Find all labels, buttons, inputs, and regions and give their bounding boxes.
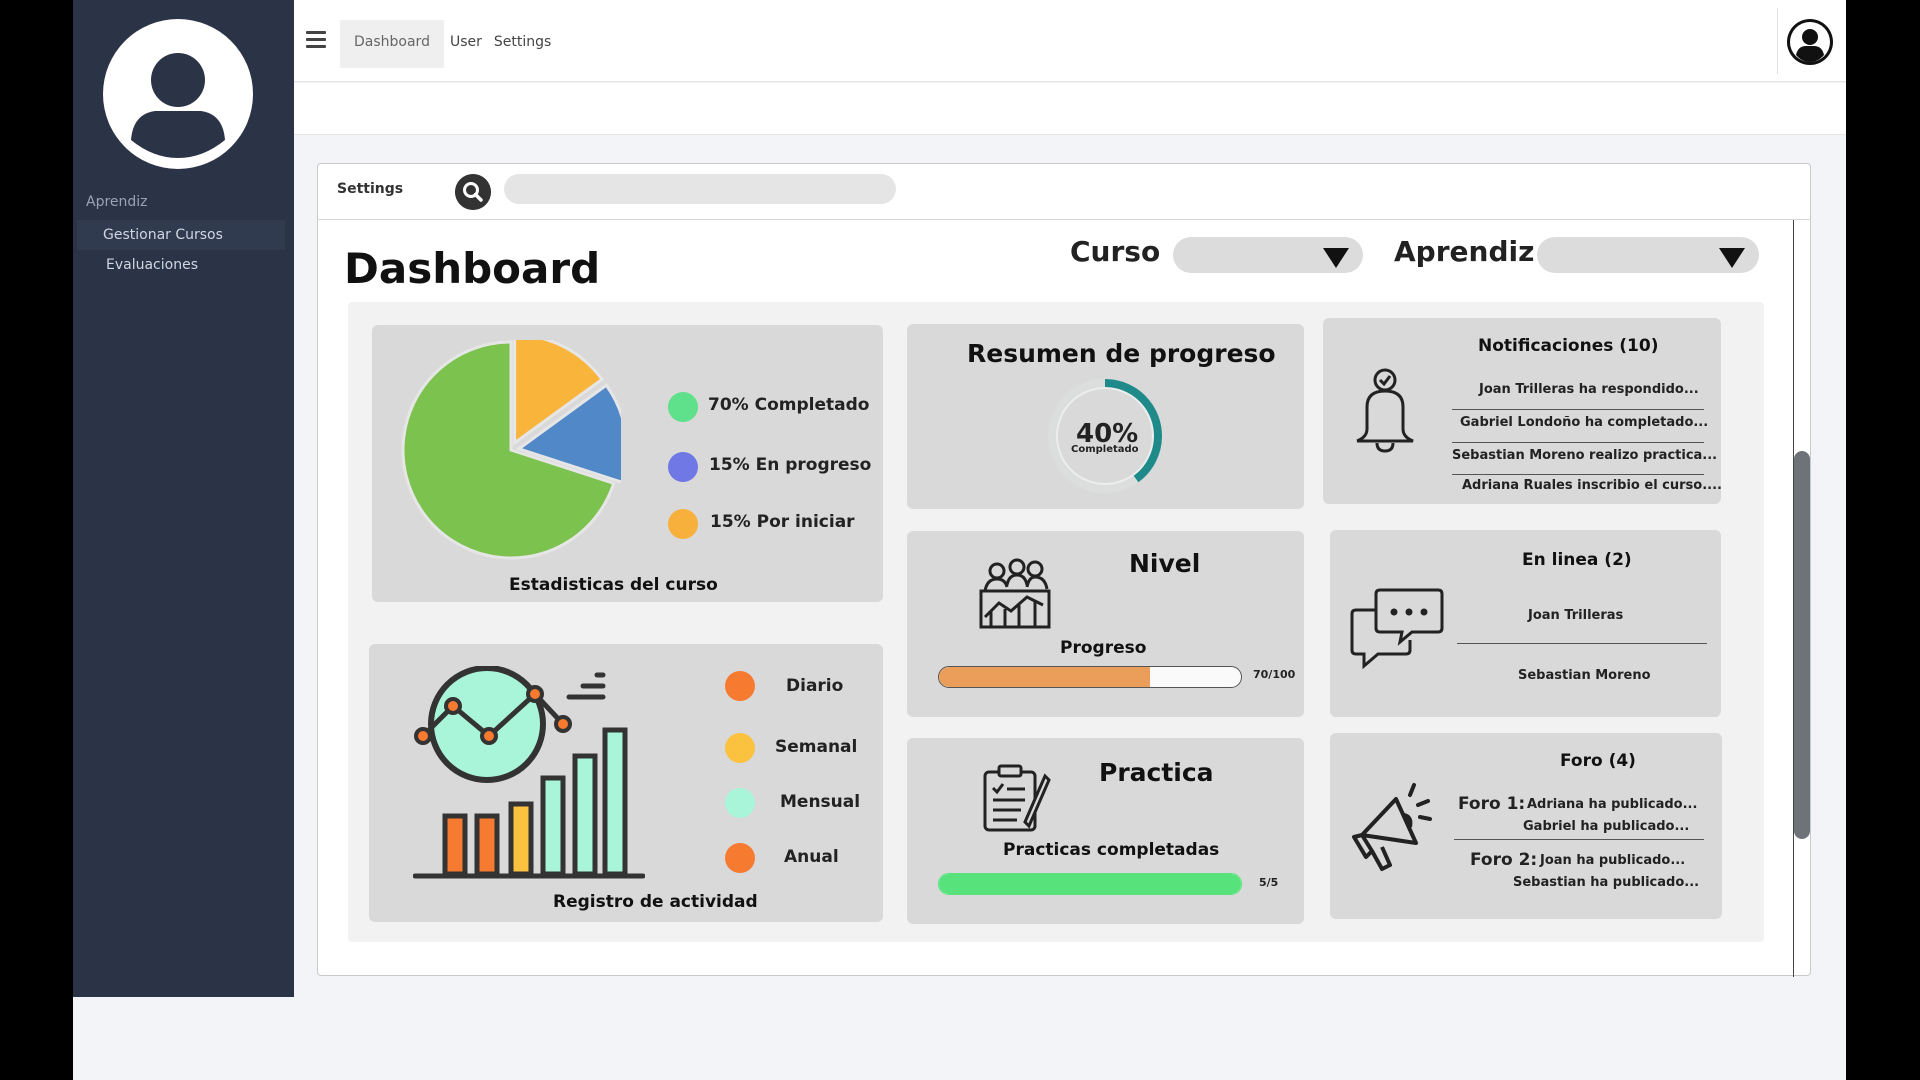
legend-dot-por-iniciar xyxy=(668,509,698,539)
notification-item-3[interactable]: Sebastian Moreno realizo practica... xyxy=(1452,448,1718,463)
notification-item-1[interactable]: Joan Trilleras ha respondido... xyxy=(1479,382,1699,397)
progress-summary-title: Resumen de progreso xyxy=(967,339,1276,368)
divider xyxy=(1777,8,1778,74)
panel-header-label: Settings xyxy=(337,181,404,197)
tab-settings[interactable]: Settings xyxy=(493,34,552,50)
forum-card: Foro (4) Foro 1: Adriana ha publicado...… xyxy=(1330,733,1722,919)
legend-dot-semanal xyxy=(725,733,755,763)
progress-percent: 40% xyxy=(1076,419,1139,449)
app-window: Aprendiz Gestionar Cursos Evaluaciones D… xyxy=(73,0,1846,1080)
activity-card: Diario Semanal Mensual Anual Registro de… xyxy=(369,644,883,922)
legend-mensual: Mensual xyxy=(780,792,861,812)
online-user-1[interactable]: Joan Trilleras xyxy=(1528,608,1624,623)
dashboard-board: 70% Completado 15% En progreso 15% Por i… xyxy=(348,302,1764,942)
divider xyxy=(1452,442,1704,443)
progress-ring xyxy=(1048,379,1162,493)
divider xyxy=(1457,643,1707,644)
tab-dashboard[interactable]: Dashboard xyxy=(340,20,444,68)
divider xyxy=(1452,474,1704,475)
legend-por-iniciar: 15% Por iniciar xyxy=(710,512,855,532)
legend-semanal: Semanal xyxy=(775,737,858,757)
profile-avatar-icon[interactable] xyxy=(103,16,253,172)
forum-title: Foro (4) xyxy=(1560,751,1636,771)
stats-card-title: Estadisticas del curso xyxy=(509,575,718,595)
divider xyxy=(1454,839,1704,840)
main-panel: Settings Dashboard Curso Aprendiz 70% Co… xyxy=(317,163,1811,977)
progress-summary-card: Resumen de progreso 40% Completado xyxy=(907,324,1304,509)
practice-progress-fill xyxy=(939,874,1241,894)
aprendiz-filter-label: Aprendiz xyxy=(1394,235,1535,268)
search-icon[interactable] xyxy=(455,174,491,210)
legend-dot-mensual xyxy=(725,788,755,818)
megaphone-icon xyxy=(1352,783,1432,871)
level-card: Nivel Progreso 70/100 xyxy=(907,531,1304,717)
aprendiz-select[interactable] xyxy=(1537,237,1759,273)
dropdown-arrow-icon xyxy=(1719,248,1745,268)
course-pie-chart xyxy=(401,340,621,560)
legend-en-progreso: 15% En progreso xyxy=(709,455,872,475)
user-account-icon[interactable] xyxy=(1786,18,1834,66)
forum-1-label[interactable]: Foro 1: xyxy=(1458,794,1526,814)
search-input[interactable] xyxy=(504,174,896,204)
top-nav: Dashboard User Settings xyxy=(340,20,557,68)
forum-1-post-1[interactable]: Adriana ha publicado... xyxy=(1527,797,1698,812)
chat-bubbles-icon xyxy=(1350,588,1444,670)
curso-select[interactable] xyxy=(1173,237,1363,273)
legend-completado: 70% Completado xyxy=(708,395,870,415)
level-progress-bar xyxy=(938,666,1242,688)
hamburger-menu-icon[interactable] xyxy=(306,31,326,49)
notifications-title: Notificaciones (10) xyxy=(1478,336,1659,356)
level-progress-fill xyxy=(939,667,1151,687)
divider xyxy=(1452,409,1704,410)
legend-dot-diario xyxy=(725,671,755,701)
forum-2-post-1[interactable]: Joan ha publicado... xyxy=(1540,853,1686,868)
sub-bar xyxy=(294,83,1846,135)
tab-user[interactable]: User xyxy=(449,34,482,50)
legend-diario: Diario xyxy=(786,676,844,696)
team-growth-icon xyxy=(979,558,1051,629)
checklist-icon xyxy=(983,764,1051,832)
legend-dot-completado xyxy=(668,392,698,422)
top-bar: Dashboard User Settings xyxy=(294,0,1846,82)
online-user-2[interactable]: Sebastian Moreno xyxy=(1518,668,1651,683)
practice-progress-value: 5/5 xyxy=(1259,876,1279,889)
practice-subtitle: Practicas completadas xyxy=(1003,840,1220,860)
level-subtitle: Progreso xyxy=(1060,638,1147,658)
activity-card-title: Registro de actividad xyxy=(553,892,758,912)
legend-anual: Anual xyxy=(784,847,839,867)
activity-chart-icon xyxy=(413,666,645,879)
legend-dot-en-progreso xyxy=(668,452,698,482)
sidebar-heading: Aprendiz xyxy=(86,194,148,210)
forum-2-label[interactable]: Foro 2: xyxy=(1470,850,1538,870)
level-title: Nivel xyxy=(1129,549,1201,578)
practice-progress-bar xyxy=(938,873,1242,895)
online-title: En linea (2) xyxy=(1522,550,1632,570)
notifications-card: Notificaciones (10) Joan Trilleras ha re… xyxy=(1323,318,1722,504)
page-title: Dashboard xyxy=(344,244,601,293)
notification-item-4[interactable]: Adriana Ruales inscribio el curso.... xyxy=(1462,478,1722,493)
sidebar-item-evaluaciones[interactable]: Evaluaciones xyxy=(106,257,198,273)
curso-filter-label: Curso xyxy=(1070,235,1161,268)
pie-slice-en-progreso xyxy=(515,383,621,484)
scrollbar-track xyxy=(1793,220,1794,977)
forum-1-post-2[interactable]: Gabriel ha publicado... xyxy=(1523,819,1690,834)
scrollbar-thumb[interactable] xyxy=(1794,451,1810,839)
pie-slice-completado xyxy=(401,340,616,560)
forum-2-post-2[interactable]: Sebastian ha publicado... xyxy=(1513,875,1700,890)
panel-header: Settings xyxy=(318,164,1810,220)
practice-card: Practica Practicas completadas 5/5 xyxy=(907,738,1304,924)
stats-card: 70% Completado 15% En progreso 15% Por i… xyxy=(372,325,883,602)
practice-title: Practica xyxy=(1099,758,1214,787)
progress-caption: Completado xyxy=(1071,444,1139,455)
bell-icon xyxy=(1356,368,1414,453)
level-progress-value: 70/100 xyxy=(1253,668,1296,681)
progress-arc xyxy=(1048,379,1162,493)
pie-slice-por-iniciar xyxy=(513,340,605,446)
sidebar: Aprendiz Gestionar Cursos Evaluaciones xyxy=(73,0,294,997)
sidebar-item-gestionar-cursos[interactable]: Gestionar Cursos xyxy=(77,220,285,250)
legend-dot-anual xyxy=(725,843,755,873)
dropdown-arrow-icon xyxy=(1323,248,1349,268)
online-card: En linea (2) Joan Trilleras Sebastian Mo… xyxy=(1330,530,1721,717)
notification-item-2[interactable]: Gabriel Londoño ha completado... xyxy=(1460,415,1709,430)
